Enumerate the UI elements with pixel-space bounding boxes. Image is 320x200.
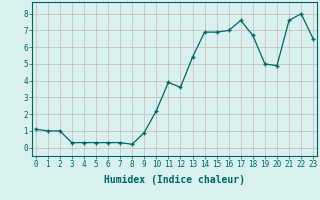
X-axis label: Humidex (Indice chaleur): Humidex (Indice chaleur) xyxy=(104,175,245,185)
